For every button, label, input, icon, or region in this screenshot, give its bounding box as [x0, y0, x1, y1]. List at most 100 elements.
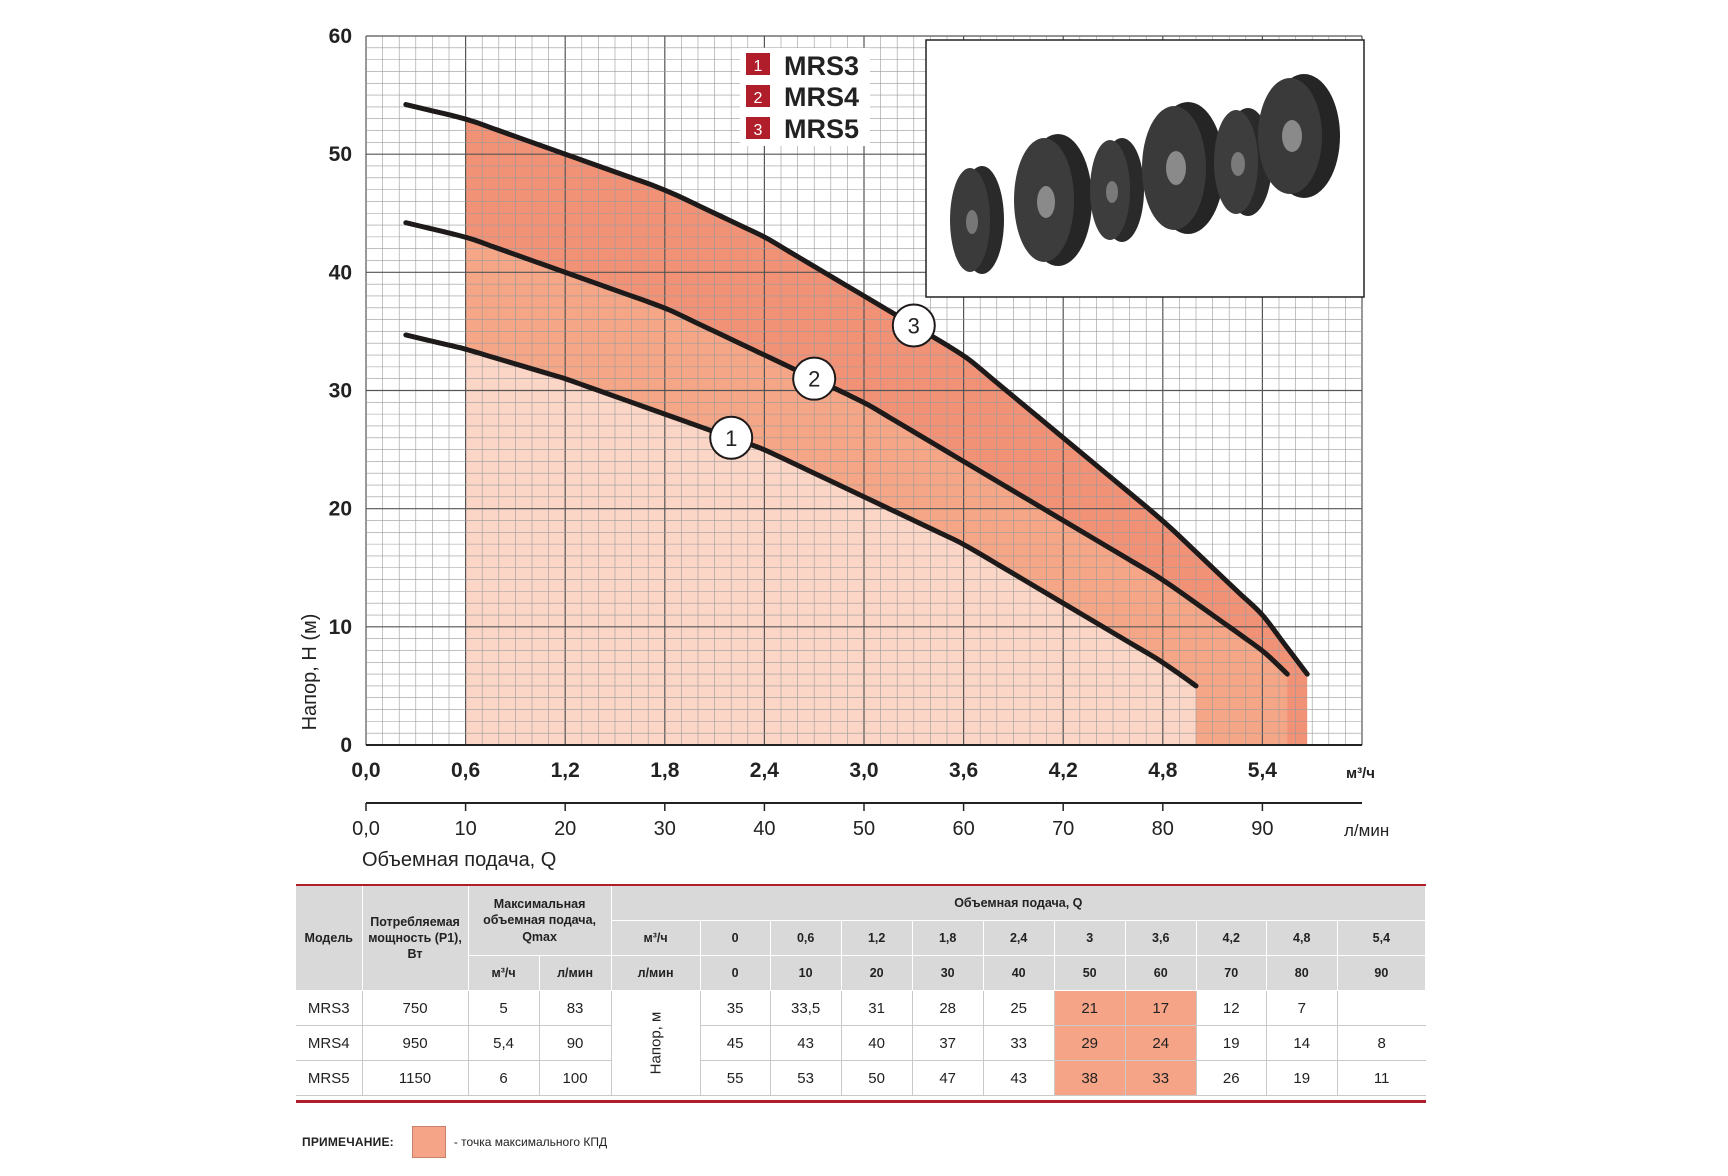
legend-badge-1: [746, 53, 770, 75]
qmax-m3h-cell: 5,4: [468, 1025, 540, 1061]
lmin-cell: 50: [1054, 955, 1126, 991]
head-cell-max-efficiency: 29: [1054, 1025, 1126, 1061]
x-tick-label-secondary: 90: [1251, 818, 1273, 840]
note-label: ПРИМЕЧАНИЕ:: [302, 1135, 394, 1149]
head-unit-text: Напор, м: [647, 1011, 665, 1075]
m3h-cell: 1,2: [841, 920, 913, 956]
head-cell: 25: [983, 990, 1055, 1026]
curve-marker-3: [891, 303, 936, 348]
x-tick-label: 1,8: [650, 759, 680, 782]
m3h-cell: 0,6: [770, 920, 842, 956]
performance-curves: 1 2 3: [403, 102, 1310, 689]
impeller-4: [1142, 102, 1224, 234]
lmin-cell: 70: [1196, 955, 1267, 991]
legend-num-1: 1: [754, 58, 763, 75]
head-cell-max-efficiency: 33: [1125, 1060, 1197, 1096]
x-tick-label-secondary: 30: [654, 818, 676, 840]
head-cell: [1337, 990, 1426, 1026]
x-tick-label: 3,6: [949, 759, 978, 782]
x-tick-label: 0,6: [451, 759, 480, 782]
head-cell: 26: [1196, 1060, 1267, 1096]
y-tick-label: 50: [329, 143, 352, 166]
x-unit-primary: м³/ч: [1346, 765, 1375, 782]
head-cell: 33,5: [770, 990, 842, 1026]
head-cell: 28: [912, 990, 984, 1026]
model-cell: MRS4: [296, 1025, 363, 1061]
m3h-cell: 3: [1054, 920, 1126, 956]
x-tick-label-secondary: 60: [952, 818, 974, 840]
power-cell: 750: [362, 990, 469, 1026]
m3h-cell: 2,4: [983, 920, 1055, 956]
y-tick-label: 40: [329, 261, 352, 284]
curve-marker-label-1: 1: [725, 426, 737, 451]
legend: 1 MRS3 2 MRS4 3 MRS5: [740, 48, 870, 146]
legend-label-mrs4: MRS4: [784, 82, 859, 112]
qmax-lmin-cell: 100: [539, 1060, 612, 1096]
head-cell: 8: [1337, 1025, 1426, 1061]
x-tick-label: 2,4: [750, 759, 780, 782]
curve-marker-label-3: 3: [908, 314, 920, 339]
col-header-power: Потребляемая мощность (P1), Вт: [362, 886, 469, 991]
head-cell: 40: [841, 1025, 913, 1061]
impeller-2: [1014, 134, 1092, 266]
x-tick-label: 0,0: [351, 759, 380, 782]
row-label-m3h: м³/ч: [611, 920, 701, 956]
head-cell: 53: [770, 1060, 842, 1096]
qmax-lmin-cell: 83: [539, 990, 612, 1026]
qmax-m3h-cell: 6: [468, 1060, 540, 1096]
col-header-flow: Объемная подача, Q: [611, 886, 1427, 921]
curve-marker-label-2: 2: [808, 367, 820, 392]
table-row-mrs4: MRS4 950 5,4 90 45 43 40 37 33 29 24 19 …: [296, 1025, 1426, 1061]
table-row-mrs5: MRS5 1150 6 100 55 53 50 47 43 38 33 26 …: [296, 1060, 1426, 1096]
pump-performance-chart: 1 2 3 0 10 20 30 40 50 60 0,0 0,6 1,2 1,8 2,4 3,0 3,6 4…: [299, 25, 1389, 871]
x-tick-label-secondary: 10: [454, 818, 476, 840]
legend-badge-3: [746, 117, 770, 139]
head-cell: 43: [983, 1060, 1055, 1096]
lmin-cell: 20: [841, 955, 913, 991]
head-cell: 12: [1196, 990, 1267, 1026]
lmin-cell: 60: [1125, 955, 1197, 991]
qmax-unit-m3h: м³/ч: [468, 955, 540, 991]
curve-marker-2: [792, 356, 837, 401]
m3h-cell: 4,8: [1266, 920, 1338, 956]
head-cell: 47: [912, 1060, 984, 1096]
head-cell: 19: [1196, 1025, 1267, 1061]
head-cell: 35: [700, 990, 771, 1026]
model-cell: MRS5: [296, 1060, 363, 1096]
x-tick-label: 3,0: [849, 759, 878, 782]
power-cell: 1150: [362, 1060, 469, 1096]
power-cell: 950: [362, 1025, 469, 1061]
note: ПРИМЕЧАНИЕ: - точка максимального КПД: [302, 1126, 607, 1158]
head-cell-max-efficiency: 38: [1054, 1060, 1126, 1096]
lmin-cell: 90: [1337, 955, 1427, 991]
performance-table: Модель Потребляемая мощность (P1), Вт Ма…: [296, 886, 1427, 1096]
head-cell-max-efficiency: 21: [1054, 990, 1126, 1026]
row-label-lmin: л/мин: [611, 955, 701, 991]
y-tick-label: 30: [329, 380, 352, 403]
legend-num-2: 2: [754, 90, 763, 107]
impeller-1: [950, 166, 1004, 274]
curve-mrs5: [403, 102, 1310, 677]
m3h-cell: 4,2: [1196, 920, 1267, 956]
x-axis-label: Объемная подача, Q: [362, 849, 556, 871]
lmin-cell: 40: [983, 955, 1055, 991]
head-cell: 14: [1266, 1025, 1338, 1061]
y-axis-label: Напор, Н (м): [299, 614, 321, 731]
head-cell: 31: [841, 990, 913, 1026]
x-axis-ticks-primary: 0,0 0,6 1,2 1,8 2,4 3,0 3,6 4,2 4,8 5,4: [351, 759, 1277, 782]
x-tick-label-secondary: 50: [853, 818, 875, 840]
head-cell: 45: [700, 1025, 771, 1061]
x-tick-label: 4,2: [1049, 759, 1078, 782]
head-cell: 50: [841, 1060, 913, 1096]
lmin-cell: 80: [1266, 955, 1338, 991]
model-cell: MRS3: [296, 990, 363, 1026]
col-header-model: Модель: [296, 886, 363, 991]
head-cell: 33: [983, 1025, 1055, 1061]
qmax-lmin-cell: 90: [539, 1025, 612, 1061]
head-cell: 55: [700, 1060, 771, 1096]
table-bottom-rule: [296, 1100, 1426, 1103]
y-tick-label: 10: [329, 616, 352, 639]
impeller-product-photo: [925, 39, 1365, 298]
x-unit-secondary: л/мин: [1344, 821, 1389, 840]
table-row-mrs3: MRS3 750 5 83 Напор, м 35 33,5 31 28 25 …: [296, 990, 1426, 1096]
